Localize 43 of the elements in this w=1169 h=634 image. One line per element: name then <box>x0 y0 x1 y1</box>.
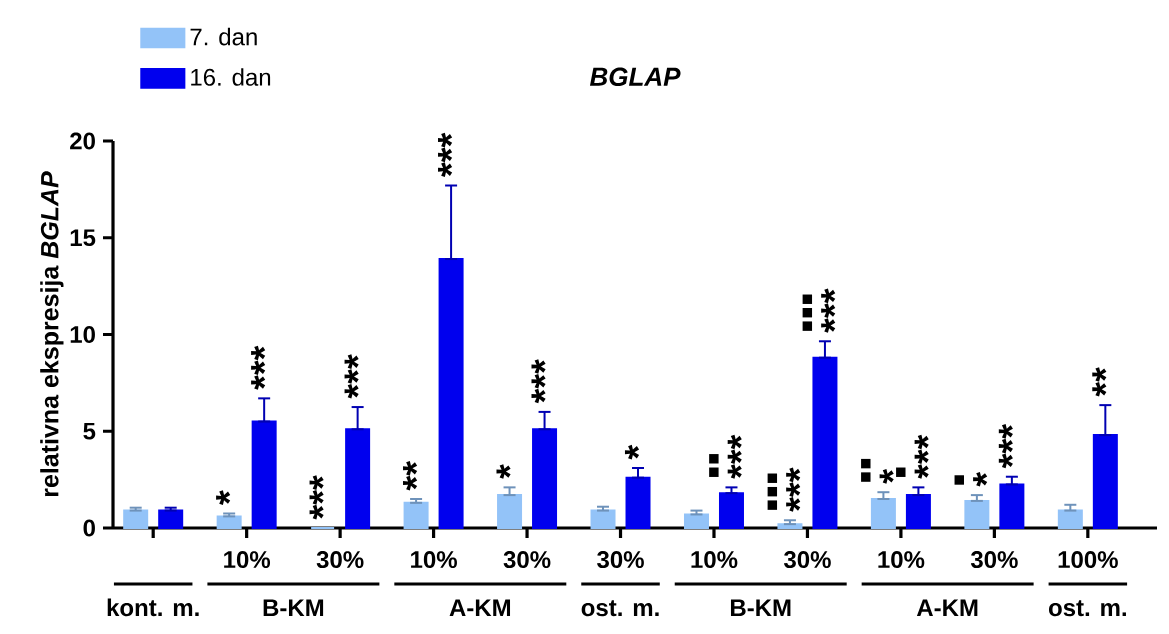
data-label: ** <box>403 461 418 491</box>
data-label: ▪▪▪ *** <box>767 467 801 512</box>
data-label: ▪▪ *** <box>709 434 742 479</box>
y-tick-label: 15 <box>70 229 96 247</box>
legend-label: 7. dan <box>190 27 257 46</box>
x-tick-label: 30% <box>316 551 364 569</box>
data-label: ▪▪▪ *** <box>802 288 836 333</box>
data-label: ▪ *** <box>896 434 929 479</box>
text: A-KM <box>916 599 978 616</box>
text: kont. m. <box>107 598 199 617</box>
y-tick-label: 20 <box>70 132 95 150</box>
y-tick-label: 0 <box>83 519 95 537</box>
x-tick-label: 10% <box>411 551 457 569</box>
legend-label: 16. dan <box>191 68 271 86</box>
x-tick-label: 10% <box>878 551 925 569</box>
data-label: ▪▪ * <box>861 458 894 484</box>
data-label: *** <box>998 424 1013 469</box>
data-label: * <box>496 464 511 479</box>
text: B-KM <box>263 599 324 616</box>
chart-title: BGLAP <box>589 67 681 86</box>
data-label: * <box>216 490 231 505</box>
x-tick-label: 10% <box>224 551 271 569</box>
text: B-KM <box>730 599 791 616</box>
text: A-KM <box>449 599 511 616</box>
y-axis-title: relativna ekspresija BGLAP <box>40 171 64 497</box>
x-tick-label: 100% <box>1058 551 1118 569</box>
y-tick-label: 5 <box>83 422 96 440</box>
x-tick-label: 30% <box>970 551 1018 569</box>
data-label: * <box>624 444 640 460</box>
x-tick-label: 10% <box>691 551 738 569</box>
data-label: *** <box>309 475 324 520</box>
data-label: *** <box>344 354 359 399</box>
text: ost. m. <box>581 600 659 617</box>
x-tick-label: 30% <box>597 551 644 569</box>
data-label: *** <box>438 132 453 177</box>
data-label: ** <box>1092 367 1107 397</box>
text: ost. m. <box>1049 600 1126 617</box>
data-label: ▪ * <box>954 471 988 487</box>
x-tick-label: 30% <box>783 551 831 569</box>
y-tick-label: 10 <box>70 326 95 343</box>
data-label: *** <box>251 345 266 390</box>
x-tick-label: 30% <box>503 551 551 569</box>
data-label: *** <box>531 359 546 404</box>
